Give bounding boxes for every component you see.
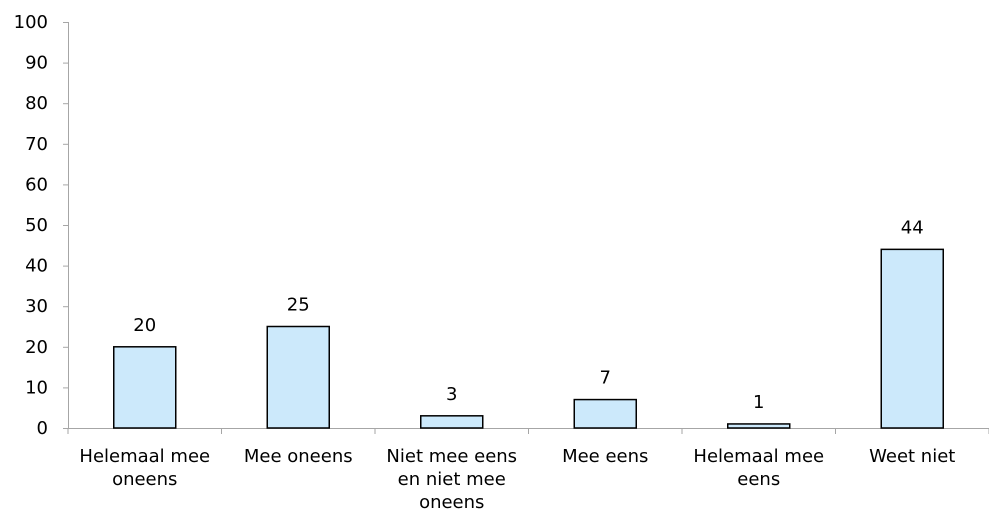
bar [266,325,330,429]
data-label: 20 [133,315,156,336]
category-label-line: oneens [112,469,177,490]
data-label: 7 [600,368,611,389]
y-tick-label: 40 [25,256,48,277]
x-axis [67,428,989,434]
category-label-line: oneens [419,492,484,513]
y-tick-label: 100 [14,12,48,33]
data-label: 44 [901,217,924,238]
data-label: 3 [446,384,457,405]
category-label: Helemaal mee eens [693,446,824,490]
category-label: Helemaal mee oneens [79,446,210,490]
bars [113,248,944,429]
y-tick-label: 70 [25,134,48,155]
category-label: Mee eens [562,446,648,467]
category-label-line: Helemaal mee [79,446,210,467]
category-label: Mee oneens [244,446,353,467]
bar [880,248,944,429]
y-tick-label: 90 [25,53,48,74]
category-label: Weet niet [869,446,955,467]
data-label: 1 [753,392,764,413]
y-axis: 0 10 20 30 40 50 60 70 80 90 100 [14,12,69,439]
bar [727,423,791,429]
category-label-line: Mee oneens [244,446,353,467]
y-tick-label: 50 [25,215,48,236]
y-tick-label: 10 [25,377,48,398]
y-tick-label: 60 [25,174,48,195]
category-label-line: Helemaal mee [693,446,824,467]
category-label-line: Weet niet [869,446,955,467]
category-label-line: Niet mee eens [386,446,517,467]
y-tick-label: 80 [25,93,48,114]
y-tick-label: 20 [25,337,48,358]
category-label: Niet mee eens en niet mee oneens [386,446,517,513]
category-label-line: eens [737,469,780,490]
bar [113,346,177,429]
category-label-line: Mee eens [562,446,648,467]
data-labels: 20 25 3 7 1 44 [133,217,923,413]
y-tick-label: 0 [37,418,48,439]
category-label-line: en niet mee [398,469,506,490]
bar [573,398,637,429]
y-tick-label: 30 [25,296,48,317]
bar [420,415,484,429]
data-label: 25 [287,295,310,316]
